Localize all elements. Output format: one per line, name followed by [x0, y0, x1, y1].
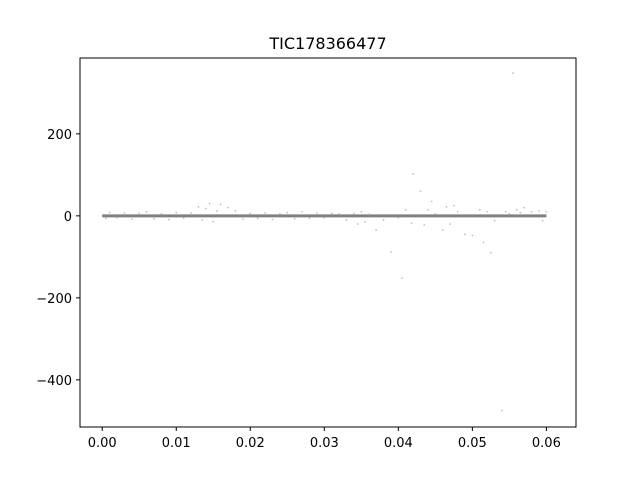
data-point [345, 219, 348, 221]
data-point [271, 218, 274, 221]
data-point [323, 217, 326, 219]
data-point [530, 210, 533, 213]
data-point [105, 217, 107, 220]
x-tick-label: 0.05 [458, 436, 487, 451]
data-point [412, 173, 415, 175]
data-point [130, 218, 133, 221]
data-point [434, 212, 437, 215]
y-tick-label: −200 [36, 292, 72, 307]
data-points [102, 72, 548, 412]
y-tick-label: 0 [64, 210, 72, 225]
data-point [360, 210, 363, 213]
data-point [216, 210, 218, 212]
data-point [160, 212, 163, 215]
plot-frame [79, 57, 577, 428]
data-point [315, 212, 318, 214]
data-point [375, 229, 378, 232]
x-tick-label: 0.06 [532, 436, 561, 451]
data-point [471, 234, 474, 237]
data-point [512, 72, 514, 75]
data-point [249, 212, 252, 215]
data-point [330, 212, 333, 215]
data-point [278, 212, 281, 215]
data-point [227, 206, 229, 209]
x-tick-label: 0.00 [88, 436, 117, 451]
y-axis: −400 −200 0 200 [36, 128, 80, 389]
data-point [108, 211, 111, 214]
data-point [204, 207, 207, 210]
data-point [145, 210, 148, 213]
data-point [493, 219, 496, 222]
data-point [489, 251, 492, 254]
data-point [519, 211, 522, 214]
chart-title: TIC178366477 [268, 34, 386, 53]
data-point [364, 221, 366, 223]
data-point [456, 210, 459, 213]
data-point [182, 217, 185, 220]
y-tick-label: 200 [47, 128, 72, 143]
data-point [464, 233, 466, 236]
data-point [390, 251, 392, 253]
data-point [338, 212, 341, 215]
data-point [201, 219, 204, 221]
data-point [427, 208, 429, 211]
data-point [504, 210, 507, 213]
data-point [367, 213, 370, 216]
x-axis: 0.00 0.01 0.02 0.03 0.04 0.05 0.06 [88, 427, 561, 451]
data-point [404, 208, 407, 211]
data-point [523, 206, 526, 209]
data-point [219, 203, 222, 206]
data-point [123, 212, 126, 214]
x-tick-label: 0.01 [162, 436, 191, 451]
data-point [538, 210, 540, 212]
data-point [508, 212, 511, 215]
data-point [264, 212, 266, 214]
data-point [234, 210, 237, 212]
data-point [482, 241, 485, 244]
data-point [541, 219, 544, 222]
data-point [116, 217, 118, 219]
x-tick-label: 0.03 [310, 436, 339, 451]
data-point [256, 217, 259, 220]
data-point [138, 212, 141, 215]
data-point [212, 220, 215, 223]
data-point [445, 205, 448, 208]
data-point [175, 211, 178, 214]
x-tick-label: 0.04 [384, 436, 413, 451]
data-point [486, 210, 489, 213]
data-point [167, 218, 170, 221]
data-point [286, 211, 289, 214]
data-point [501, 409, 503, 412]
data-point [353, 212, 355, 215]
data-point [197, 205, 200, 208]
data-point [515, 208, 518, 211]
data-point [308, 217, 311, 220]
data-point [382, 219, 385, 221]
data-point [356, 223, 359, 225]
data-point [449, 223, 452, 225]
data-point [241, 218, 244, 221]
data-point [301, 210, 303, 213]
data-point [441, 229, 444, 232]
data-point [410, 222, 413, 225]
data-point [430, 200, 433, 203]
data-point [478, 208, 481, 211]
y-tick-label: −400 [36, 374, 72, 389]
data-point [293, 217, 296, 220]
data-point [545, 210, 548, 213]
data-point [153, 217, 155, 220]
data-point [190, 212, 192, 214]
data-point [452, 204, 455, 207]
x-tick-label: 0.02 [236, 436, 265, 451]
data-point [208, 202, 211, 205]
data-point [419, 190, 422, 193]
data-point [423, 223, 426, 226]
data-point [397, 217, 400, 219]
data-point [401, 277, 403, 280]
